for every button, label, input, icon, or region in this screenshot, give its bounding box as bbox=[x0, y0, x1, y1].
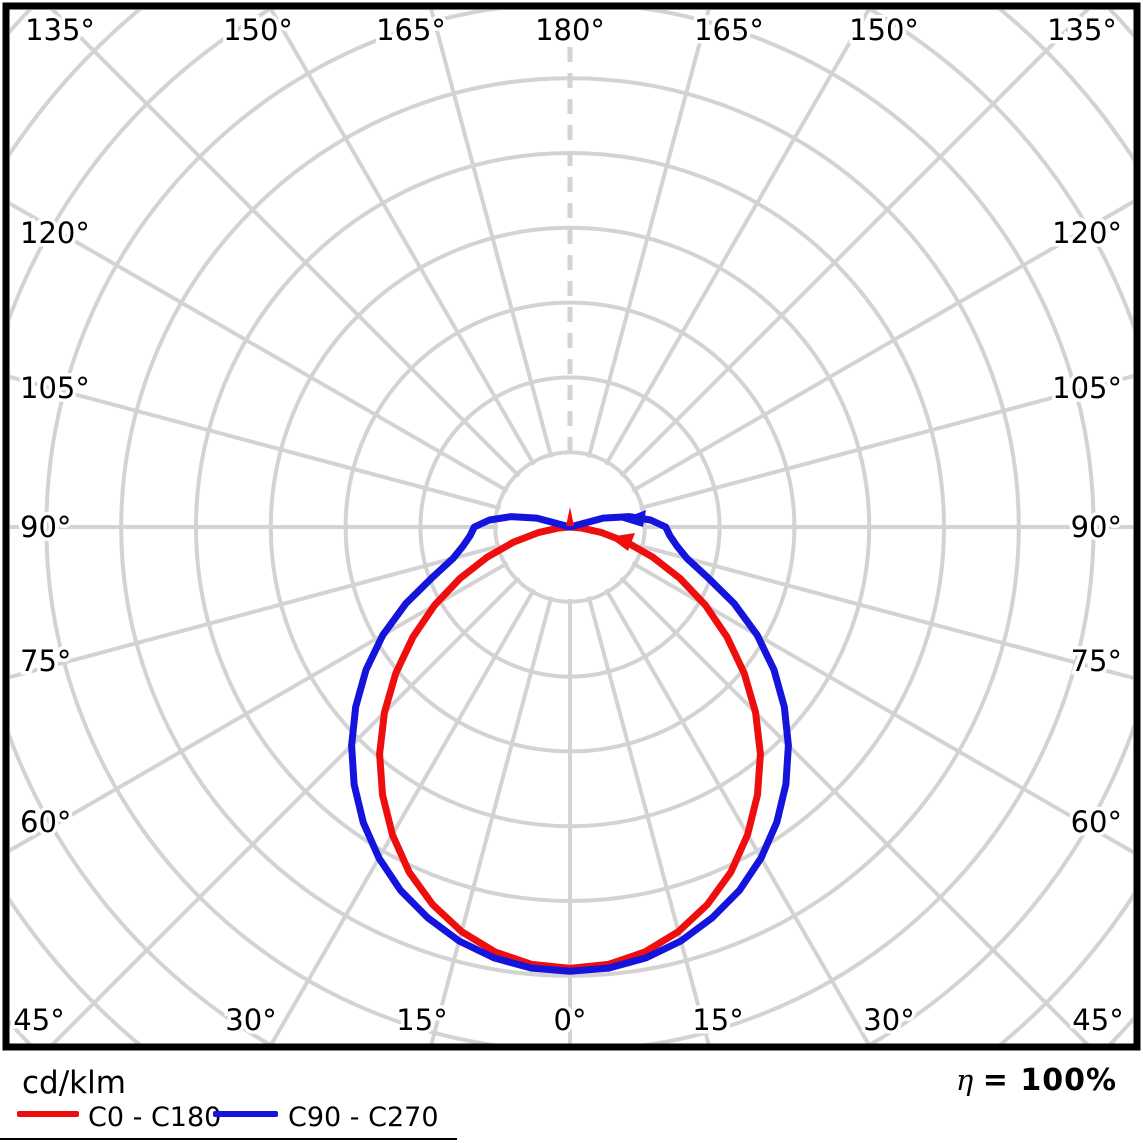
angle-label-top: 135° bbox=[25, 13, 95, 47]
angle-label-bottom: 15° bbox=[396, 1003, 447, 1037]
polar-chart-svg: 135° 150° 165° 180° 165° 150° 135° 45° 30° 15° 0° 1… bbox=[2, 2, 1141, 1051]
angle-label-right: 105° bbox=[1052, 371, 1122, 405]
grid-spoke bbox=[429, 10, 554, 458]
direction-arrow bbox=[609, 533, 635, 551]
angle-label-right: 90° bbox=[1071, 510, 1122, 544]
grid-spoke bbox=[50, 576, 521, 1044]
angle-label-bottom: 45° bbox=[1072, 1003, 1123, 1037]
angle-label-left: 60° bbox=[20, 805, 71, 839]
plot-frame bbox=[2, 2, 1141, 1051]
grid-spoke bbox=[269, 10, 536, 466]
grid-spoke bbox=[10, 201, 509, 493]
radial-unit-label: cd/klm bbox=[22, 1065, 126, 1101]
grid-spoke bbox=[50, 10, 521, 478]
legend-swatch-c90-c270 bbox=[213, 1111, 278, 1117]
curve-c90-c270 bbox=[348, 513, 792, 975]
grid-spoke bbox=[604, 588, 871, 1044]
grid-spoke bbox=[619, 576, 1090, 1044]
grid-spoke bbox=[586, 596, 711, 1044]
angle-label-left: 120° bbox=[20, 216, 90, 250]
angle-label-left: 75° bbox=[20, 644, 71, 678]
grid-spoke bbox=[10, 543, 501, 680]
polar-chart: 135° 150° 165° 180° 165° 150° 135° 45° 30° 15° 0° 1… bbox=[2, 2, 1141, 1051]
angle-label-right: 120° bbox=[1052, 216, 1122, 250]
grid-spoke bbox=[10, 561, 509, 853]
grid-spoke bbox=[269, 588, 536, 1044]
angle-label-top: 150° bbox=[223, 13, 293, 47]
grid-spoke bbox=[631, 199, 1133, 493]
angle-label-bottom: 0° bbox=[554, 1003, 587, 1037]
grid-spoke bbox=[639, 543, 1133, 680]
grid-spoke bbox=[639, 374, 1133, 511]
angle-label-top: 165° bbox=[694, 13, 764, 47]
legend-label-c90-c270: C90 - C270 bbox=[288, 1102, 439, 1133]
angle-label-left: 90° bbox=[20, 510, 71, 544]
direction-arrow bbox=[620, 510, 646, 527]
angle-label-top: 165° bbox=[376, 13, 446, 47]
grid-spoke bbox=[619, 10, 1090, 478]
legend-label-c0-c180: C0 - C180 bbox=[88, 1102, 222, 1133]
eta-symbol: η bbox=[955, 1063, 974, 1097]
curve-cusp-tick bbox=[566, 507, 574, 526]
angle-label-top: 180° bbox=[535, 13, 605, 47]
polar-grid bbox=[10, 10, 1133, 1044]
angle-label-right: 60° bbox=[1071, 805, 1122, 839]
angle-label-right: 75° bbox=[1071, 644, 1122, 678]
grid-spoke bbox=[631, 561, 1133, 855]
angle-label-bottom: 30° bbox=[225, 1003, 276, 1037]
footer: cd/klm η = 100% C0 - C180 C90 - C270 bbox=[0, 1057, 1143, 1143]
angle-label-bottom: 45° bbox=[13, 1003, 64, 1037]
angle-label-bottom: 30° bbox=[863, 1003, 914, 1037]
angle-label-left: 105° bbox=[20, 371, 90, 405]
angle-label-top: 135° bbox=[1047, 13, 1117, 47]
legend-swatch-c0-c180 bbox=[17, 1111, 79, 1117]
grid-spoke bbox=[10, 374, 501, 511]
legend-underline bbox=[0, 1138, 457, 1140]
angle-label-bottom: 15° bbox=[692, 1003, 743, 1037]
grid-spoke bbox=[604, 10, 871, 466]
grid-spoke bbox=[429, 596, 554, 1044]
grid-spoke bbox=[586, 10, 711, 458]
angle-label-top: 150° bbox=[849, 13, 919, 47]
eta-value: = 100% bbox=[982, 1063, 1117, 1098]
efficiency-readout: η = 100% bbox=[956, 1063, 1117, 1098]
